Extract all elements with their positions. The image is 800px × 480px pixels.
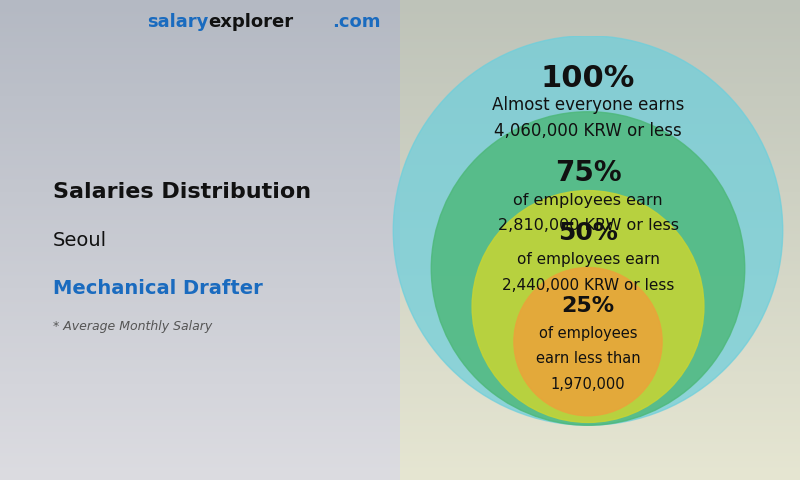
Text: explorer: explorer [208, 12, 293, 31]
Text: Mechanical Drafter: Mechanical Drafter [53, 278, 262, 298]
Text: of employees earn: of employees earn [513, 192, 663, 207]
Text: 4,060,000 KRW or less: 4,060,000 KRW or less [494, 122, 682, 140]
Text: 1,970,000: 1,970,000 [550, 377, 626, 392]
Text: of employees earn: of employees earn [517, 252, 659, 267]
Text: .com: .com [332, 12, 381, 31]
Text: 2,810,000 KRW or less: 2,810,000 KRW or less [498, 218, 678, 233]
Text: of employees: of employees [538, 325, 638, 341]
Circle shape [472, 191, 704, 422]
Circle shape [394, 36, 782, 425]
Text: 50%: 50% [558, 221, 618, 245]
Text: 2,440,000 KRW or less: 2,440,000 KRW or less [502, 278, 674, 293]
Circle shape [514, 267, 662, 416]
Text: * Average Monthly Salary: * Average Monthly Salary [53, 320, 212, 333]
Text: Seoul: Seoul [53, 230, 107, 250]
Text: 25%: 25% [562, 297, 614, 316]
Text: Salaries Distribution: Salaries Distribution [53, 182, 311, 202]
Text: 100%: 100% [541, 64, 635, 93]
Text: 75%: 75% [554, 159, 622, 188]
Text: salary: salary [146, 12, 208, 31]
Circle shape [431, 112, 745, 425]
Text: earn less than: earn less than [536, 351, 640, 366]
Text: Almost everyone earns: Almost everyone earns [492, 96, 684, 114]
